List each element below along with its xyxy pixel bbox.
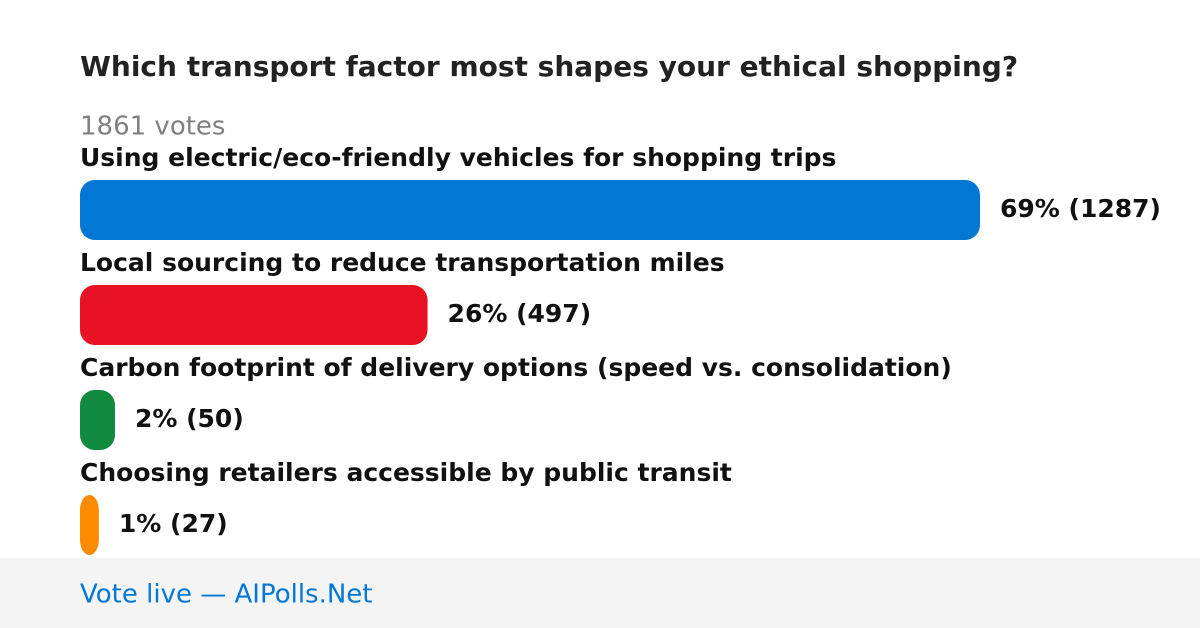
poll-title: Which transport factor most shapes your … <box>80 50 1018 83</box>
vote-count: 1861 votes <box>80 112 225 142</box>
option-label: Carbon footprint of delivery options (sp… <box>80 353 952 382</box>
value-label: 2% (50) <box>135 404 244 433</box>
bar <box>80 390 115 450</box>
bar <box>80 180 980 240</box>
footer-link[interactable]: Vote live — AIPolls.Net <box>80 580 373 610</box>
option-label: Choosing retailers accessible by public … <box>80 458 732 487</box>
footer-band <box>0 558 1200 628</box>
bar <box>80 495 99 555</box>
option-label: Using electric/eco-friendly vehicles for… <box>80 143 836 172</box>
value-label: 1% (27) <box>119 509 228 538</box>
option-label: Local sourcing to reduce transportation … <box>80 248 725 277</box>
value-label: 69% (1287) <box>1000 194 1161 223</box>
bar <box>80 285 428 345</box>
value-label: 26% (497) <box>448 299 592 328</box>
